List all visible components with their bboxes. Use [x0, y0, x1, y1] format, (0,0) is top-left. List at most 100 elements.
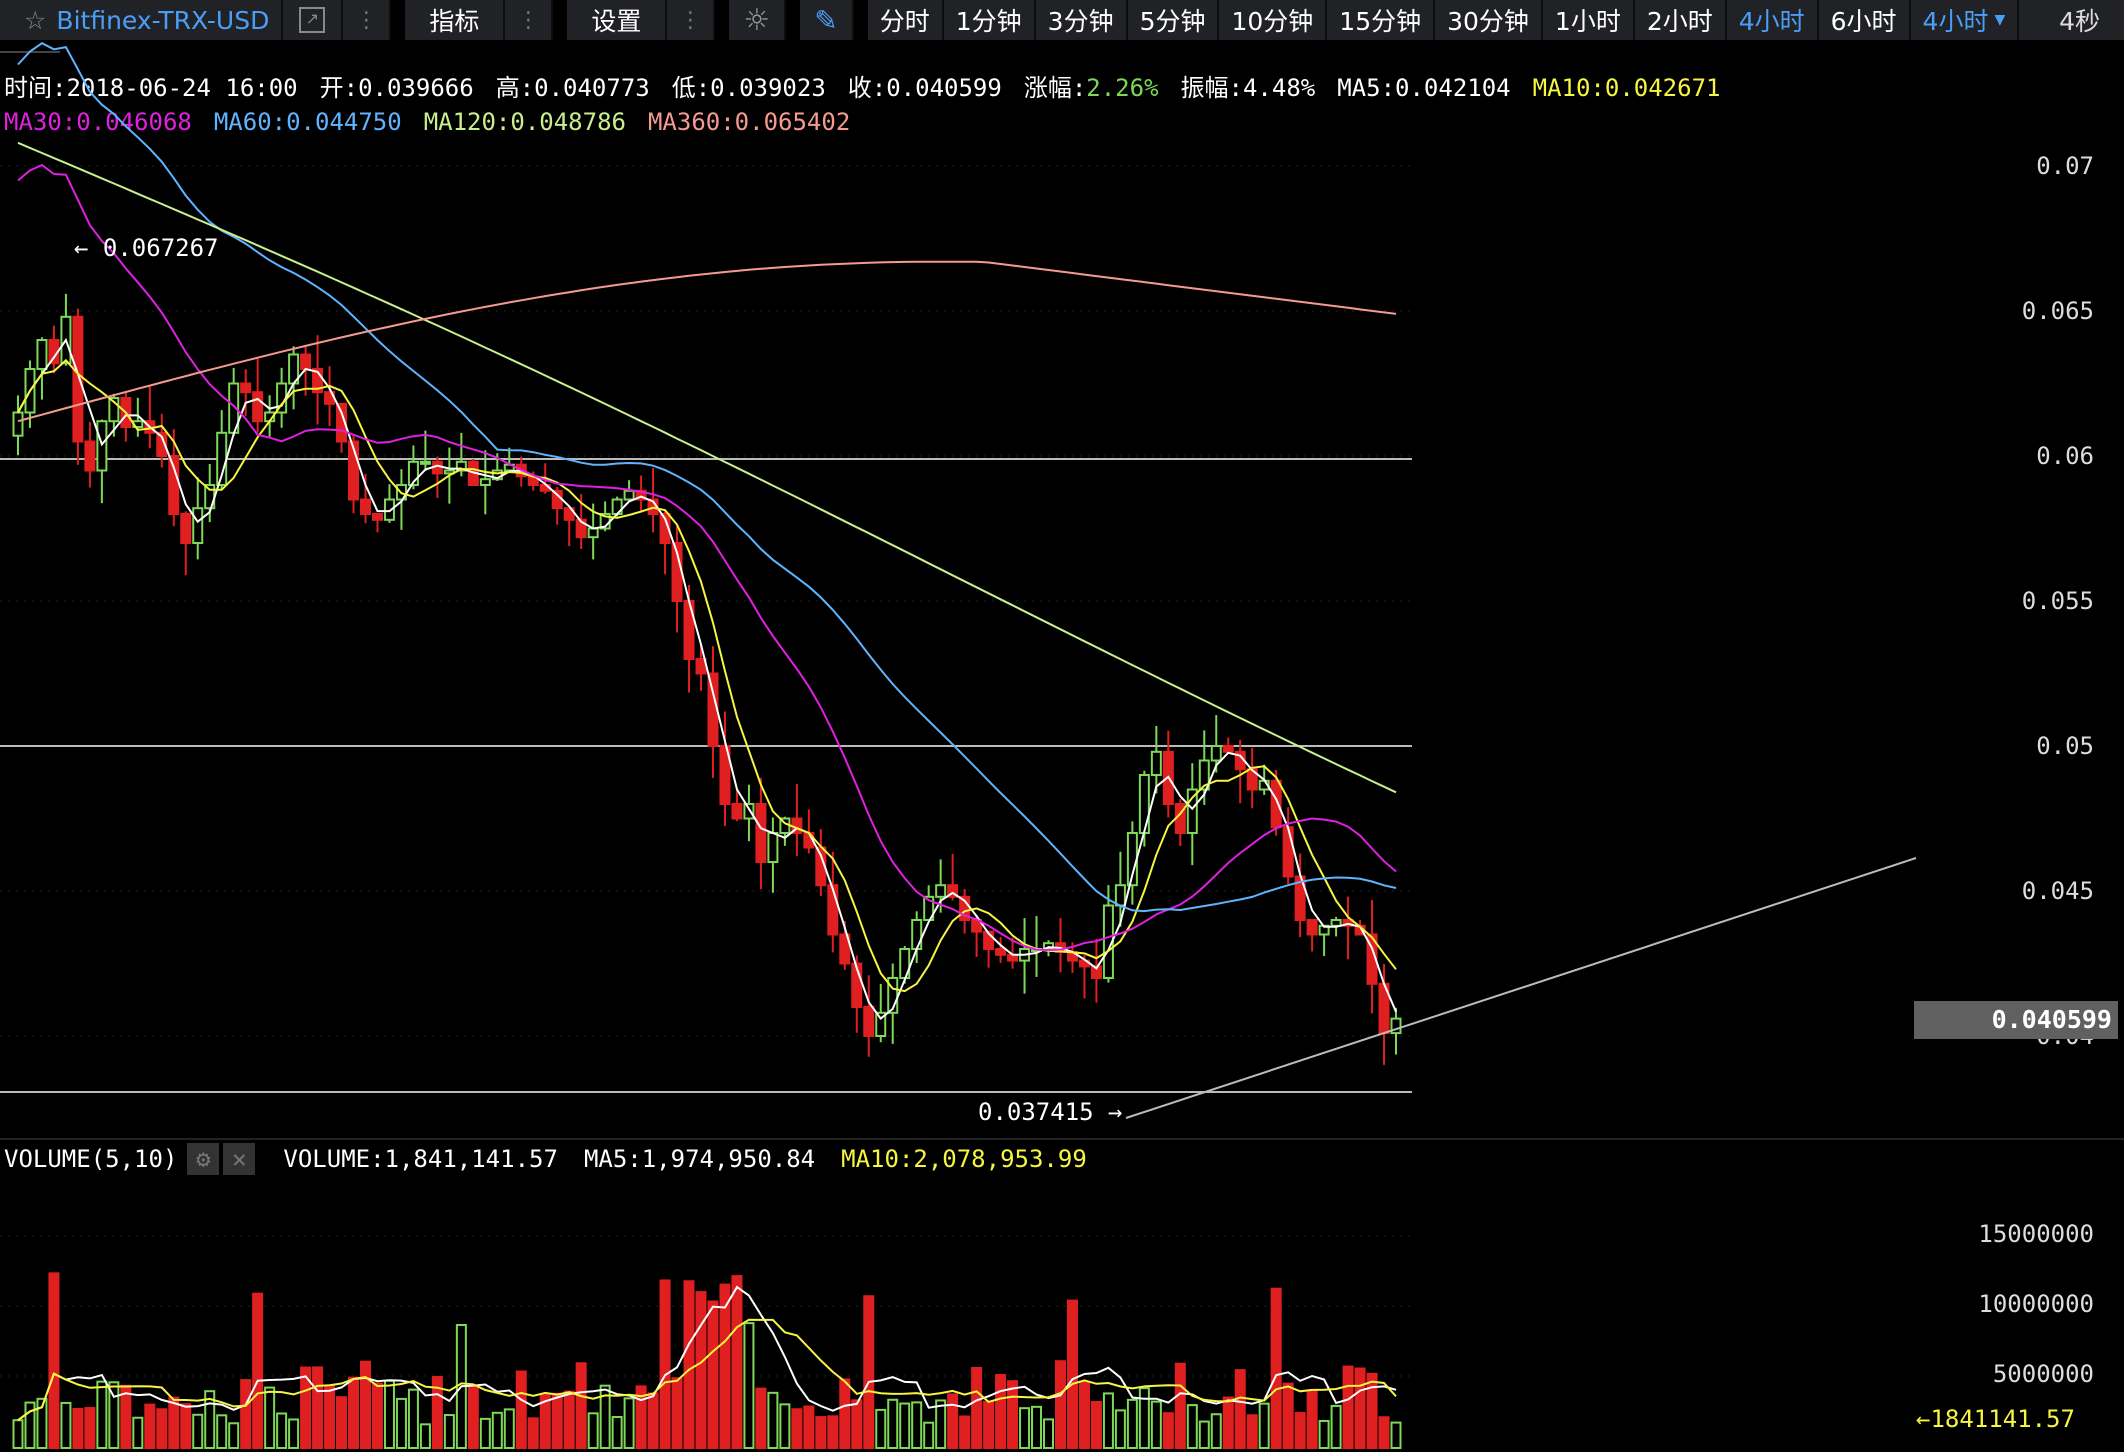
volume-bar [851, 1399, 863, 1449]
candle-body [240, 382, 252, 394]
volume-axis-label: 10000000 [1978, 1290, 2094, 1318]
candle-body [1114, 884, 1126, 907]
volume-bar [132, 1416, 144, 1450]
ma360-line [17, 260, 1397, 423]
candle-body [1150, 750, 1162, 776]
volume-bar [419, 1423, 431, 1449]
settings-menu-icon[interactable]: ⋮ [667, 0, 716, 40]
info-low: 低:0.039023 [671, 74, 826, 102]
period-tab[interactable]: 4小时 [1727, 0, 1819, 40]
volume-bar [156, 1408, 168, 1449]
volume-bar [839, 1378, 851, 1449]
more-menu-icon[interactable]: ⋮ [343, 0, 392, 40]
trend-line [1125, 857, 1917, 1119]
volume-bar [863, 1295, 875, 1450]
refresh-interval[interactable]: 4秒 [2059, 7, 2100, 36]
settings-button[interactable]: 设置 [567, 0, 668, 40]
volume-bar [947, 1393, 959, 1450]
close-icon[interactable]: ✕ [223, 1143, 256, 1175]
candle-body [72, 315, 84, 443]
volume-ma5-line [17, 1285, 1397, 1422]
volume-bar [1138, 1387, 1150, 1450]
volume-bar [431, 1376, 443, 1449]
volume-bar [479, 1417, 491, 1449]
candle-body [359, 498, 371, 515]
indicators-button[interactable]: 指标 [405, 0, 506, 40]
candle-body [719, 745, 731, 805]
popout-button[interactable]: ↗ [283, 0, 344, 40]
volume-bar [527, 1417, 539, 1449]
gear-icon[interactable]: ⚙ [187, 1143, 220, 1175]
volume-bar [359, 1360, 371, 1450]
info-ma60: MA60:0.044750 [213, 108, 402, 136]
candle-body [767, 832, 779, 863]
volume-bar [767, 1391, 779, 1450]
period-tab[interactable]: 1小时 [1543, 0, 1635, 40]
star-icon[interactable]: ☆ [24, 5, 47, 35]
volume-bar [731, 1275, 743, 1450]
volume-bar [1150, 1400, 1162, 1449]
volume-bar [827, 1415, 839, 1450]
volume-bar [1306, 1390, 1318, 1449]
period-tab[interactable]: 30分钟 [1435, 0, 1543, 40]
volume-bar [348, 1376, 360, 1450]
volume-bar [935, 1399, 947, 1449]
volume-bar [1066, 1299, 1078, 1449]
volume-bar [659, 1279, 671, 1450]
period-dropdown-label: 4小时 [1922, 7, 1989, 36]
volume-bar [1318, 1419, 1330, 1449]
volume-bar [743, 1322, 755, 1449]
price-axis-label: 0.07 [2036, 152, 2094, 180]
sun-icon: ☼ [743, 2, 771, 38]
ohlc-info-line: 时间:2018-06-24 16:00 开:0.039666 高:0.040773 低… [4, 68, 1742, 103]
volume-bar [1258, 1402, 1270, 1449]
volume-bar [599, 1384, 611, 1450]
period-tab[interactable]: 分时 [868, 0, 944, 40]
period-tab[interactable]: 3分钟 [1036, 0, 1128, 40]
period-tab[interactable]: 5分钟 [1128, 0, 1220, 40]
period-tab[interactable]: 10分钟 [1219, 0, 1328, 40]
candle-body [1270, 779, 1282, 829]
volume-bar [875, 1408, 887, 1450]
candle-body [563, 507, 575, 521]
candle-body [959, 895, 971, 921]
volume-bar [395, 1397, 407, 1449]
volume-bar [1114, 1409, 1126, 1450]
volume-bar [803, 1405, 815, 1450]
info-ma30: MA30:0.046068 [4, 108, 192, 136]
info-change-label: 涨幅: [1023, 74, 1087, 102]
period-tab[interactable]: 6小时 [1819, 0, 1911, 40]
theme-toggle-button[interactable]: ☼ [729, 0, 787, 40]
volume-bar [467, 1385, 479, 1450]
volume-bar [1043, 1418, 1055, 1449]
draw-tool-button[interactable]: ✎ [800, 0, 854, 40]
period-tab[interactable]: 1分钟 [944, 0, 1036, 40]
volume-bar [312, 1366, 324, 1450]
indicators-menu-icon[interactable]: ⋮ [505, 0, 554, 40]
candle-body [635, 489, 647, 501]
volume-bar [300, 1366, 312, 1450]
volume-bar [276, 1412, 288, 1449]
period-dropdown[interactable]: 4小时 ▼ [1911, 0, 2020, 40]
high-marker: ← 0.067267 [74, 234, 219, 262]
volume-bar [180, 1403, 192, 1449]
volume-bar [1282, 1382, 1294, 1450]
volume-bar [575, 1362, 587, 1449]
volume-bar [995, 1373, 1007, 1449]
candle-body [755, 803, 767, 863]
volume-bar [1126, 1398, 1138, 1449]
volume-bar [563, 1390, 575, 1450]
candle-body [12, 411, 24, 437]
volume-bar [443, 1414, 455, 1449]
period-tab[interactable]: 2小时 [1635, 0, 1727, 40]
ma60-line [17, 42, 1397, 913]
volume-bar [1090, 1401, 1102, 1449]
popout-icon: ↗ [299, 7, 326, 33]
volume-bar [539, 1393, 551, 1449]
volume-bar [216, 1414, 228, 1449]
candle-body [407, 460, 419, 486]
period-tab[interactable]: 15分钟 [1327, 0, 1436, 40]
candle-body [479, 478, 491, 487]
symbol-selector[interactable]: ☆ Bitfinex-TRX-USD [0, 0, 284, 40]
